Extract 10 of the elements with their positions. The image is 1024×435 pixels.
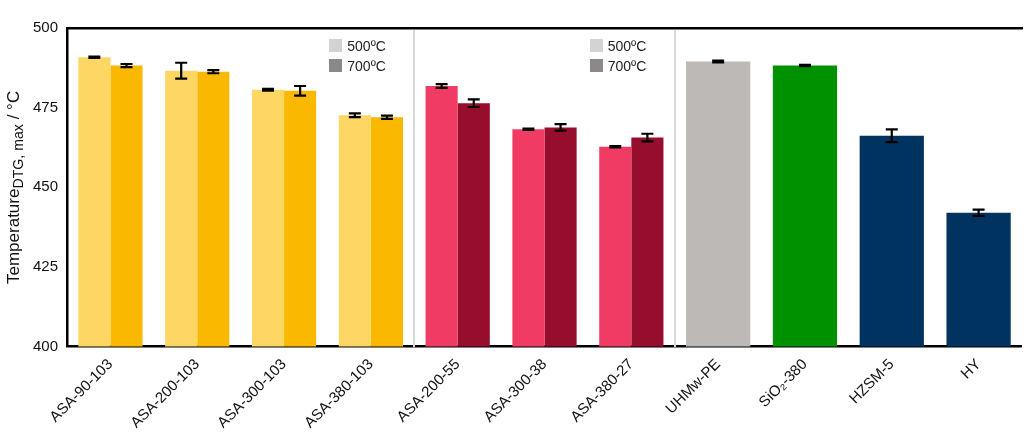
x-tick-label: HY [956, 354, 984, 382]
y-tick-label: 400 [33, 336, 59, 354]
text: 500ºC [606, 37, 647, 56]
y-tick-label: 450 [33, 177, 59, 195]
y-tick-label: 500 [33, 18, 59, 36]
text: 700ºC [607, 58, 647, 74]
text: 700ºC [346, 57, 386, 76]
y-tick-label: 425 [33, 257, 59, 275]
text: 500ºC [347, 38, 386, 54]
y-tick-label: 475 [33, 97, 59, 115]
